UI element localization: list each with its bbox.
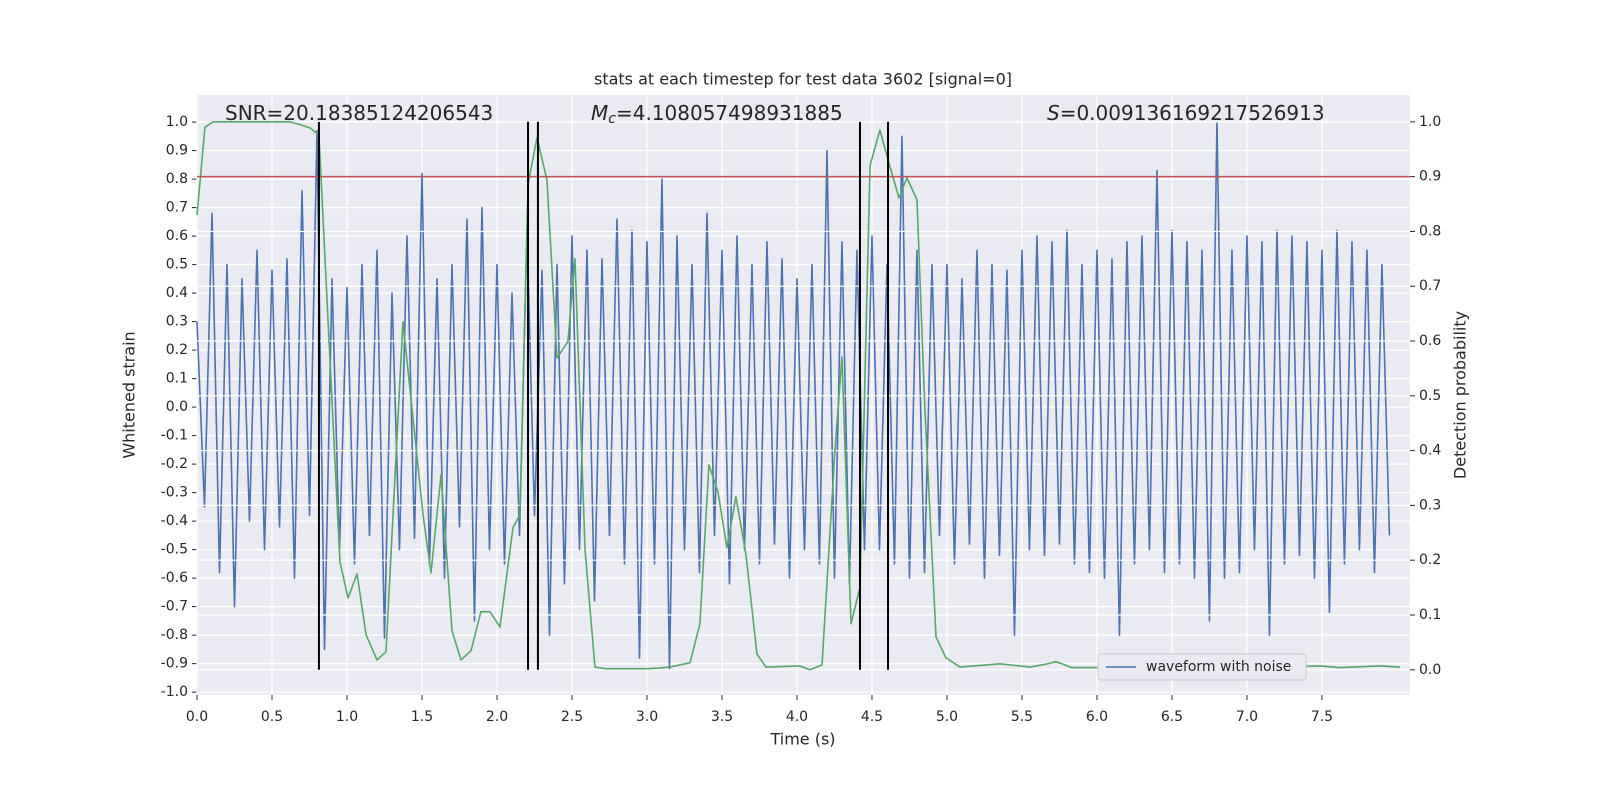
y2-tick-label: 0.6 [1419,333,1441,349]
annotation-text: =0.009136169217526913 [1060,101,1325,125]
annotation-symbol: S [1047,101,1060,125]
x-tick-label: 6.0 [1086,709,1108,725]
y-tick-label: -0.3 [161,485,188,501]
y2-tick-label: 1.0 [1419,114,1441,130]
y2-tick-label: 0.0 [1419,662,1441,678]
x-tick-label: 7.0 [1236,709,1258,725]
y2-tick-label: 0.8 [1419,223,1441,239]
x-tick-label: 4.5 [861,709,883,725]
x-tick-label: 7.5 [1311,709,1333,725]
y-tick-label: -0.8 [161,627,188,643]
y2-tick-label: 0.9 [1419,169,1441,185]
x-tick-label: 2.0 [486,709,508,725]
chart-title: stats at each timestep for test data 360… [594,70,1012,89]
x-tick-label: 6.5 [1161,709,1183,725]
annotation-symbol: M [591,101,608,125]
series-line [196,121,1400,671]
y2-tick-label: 0.4 [1419,443,1441,459]
y2-tick-label: 0.3 [1419,497,1441,513]
y-tick-label: -0.5 [161,542,188,558]
x-tick-label: 0.0 [186,709,208,725]
annotation-text: SNR=20.18385124206543 [225,101,493,125]
x-tick-label: 3.0 [636,709,658,725]
y-tick-label: 1.0 [166,114,188,130]
y-tick-label: 0.7 [166,200,188,216]
x-tick-label: 5.0 [936,709,958,725]
x-axis-label: Time (s) [769,730,835,749]
y-tick-label: -0.9 [161,656,188,672]
legend-box [1097,653,1307,681]
legend-label: waveform with noise [1146,659,1291,675]
y-tick-label: -0.4 [161,513,188,529]
y-tick-label: 0.9 [166,143,188,159]
y-tick-label: 0.1 [166,371,188,387]
y-tick-label: 0.3 [166,314,188,330]
annotation: S=0.009136169217526913 [1047,101,1325,125]
x-tick-label: 0.5 [261,709,283,725]
y-tick-label: 0.6 [166,228,188,244]
y2-tick-label: 0.1 [1419,607,1441,623]
y-tick-label: 0.5 [166,257,188,273]
y2-tick-label: 0.2 [1419,552,1441,568]
y-tick-label: -0.6 [161,570,188,586]
x-tick-label: 3.5 [711,709,733,725]
y-tick-label: -0.2 [161,456,188,472]
y2-tick-label: 0.5 [1419,388,1441,404]
y-tick-label: -1.0 [161,684,188,700]
y-tick-label: -0.1 [161,428,188,444]
x-tick-label: 2.5 [561,709,583,725]
y2-tick-label: 0.7 [1419,278,1441,294]
annotation-subscript: c [608,111,616,127]
y-tick-label: 0.4 [166,285,188,301]
annotation-text: =4.108057498931885 [616,101,843,125]
x-tick-label: 1.0 [336,709,358,725]
y-tick-label: -0.7 [161,599,188,615]
y2-axis-label: Detection probability [1451,311,1470,479]
annotation: SNR=20.18385124206543 [225,101,493,125]
y-tick-label: 0.0 [166,399,188,415]
annotation: Mc=4.108057498931885 [591,101,843,128]
y-tick-label: 0.8 [166,171,188,187]
series-line [196,121,1391,671]
y-axis-label: Whitened strain [120,331,139,458]
x-tick-label: 4.0 [786,709,808,725]
x-tick-label: 1.5 [411,709,433,725]
x-tick-label: 5.5 [1011,709,1033,725]
y-tick-label: 0.2 [166,342,188,358]
